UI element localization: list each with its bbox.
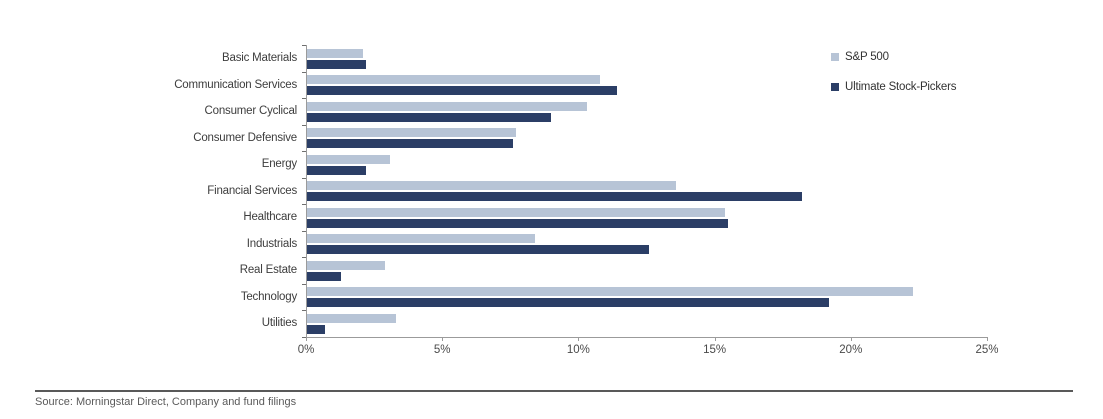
category-label: Consumer Cyclical (204, 105, 298, 118)
bar (306, 234, 535, 244)
bar (306, 245, 650, 255)
category-label: Energy (261, 158, 297, 171)
bar (306, 271, 342, 281)
y-axis-tick (302, 151, 306, 152)
bar (306, 181, 677, 191)
bar (306, 101, 587, 111)
x-axis-tick (850, 337, 852, 341)
y-axis-tick (302, 257, 306, 258)
chart-row: Communication Services (0, 72, 987, 99)
row-plot (306, 98, 987, 125)
legend-item-sp500: S&P 500 (831, 50, 956, 64)
row-plot (306, 231, 987, 258)
chart-row: Real Estate (0, 257, 987, 284)
bar (306, 260, 385, 270)
bar (306, 128, 516, 138)
chart-row: Energy (0, 151, 987, 178)
chart-row: Consumer Defensive (0, 125, 987, 152)
category-label: Basic Materials (222, 52, 297, 64)
row-plot (306, 310, 987, 337)
bar (306, 112, 552, 122)
y-axis-tick (302, 45, 306, 46)
chart-row: Industrials (0, 231, 987, 258)
legend-item-ultimate-stock-pickers: Ultimate Stock-Pickers (831, 80, 956, 94)
x-axis-tick (714, 337, 716, 341)
chart-plot-rows: Basic Materials Communication Services Con… (0, 45, 987, 337)
x-axis-tick (578, 337, 580, 341)
y-axis-tick (302, 178, 306, 179)
bar (306, 207, 726, 217)
category-label: Consumer Defensive (193, 131, 297, 144)
x-axis-tick-label: 15% (703, 344, 727, 356)
y-axis-line (306, 45, 307, 337)
x-axis-tick-label: 10% (566, 344, 590, 356)
row-plot (306, 45, 987, 72)
bar (306, 59, 366, 69)
category-label: Utilities (261, 317, 297, 330)
x-axis-tick-label: 5% (433, 344, 451, 356)
chart-row: Healthcare (0, 204, 987, 231)
bar (306, 139, 514, 149)
bar (306, 324, 326, 334)
bar (306, 154, 391, 164)
category-label: Communication Services (174, 78, 297, 91)
y-axis-tick (302, 72, 306, 73)
legend-label-ultimate-stock-pickers: Ultimate Stock-Pickers (845, 81, 957, 93)
y-axis-tick (302, 310, 306, 311)
bar (306, 298, 829, 308)
row-plot (306, 178, 987, 205)
category-label: Healthcare (243, 211, 297, 224)
row-plot (306, 257, 987, 284)
bar (306, 86, 617, 96)
row-plot (306, 72, 987, 99)
x-axis-tick-label: 0% (297, 344, 315, 356)
source-attribution: Source: Morningstar Direct, Company and … (35, 396, 297, 408)
x-axis-tick (442, 337, 444, 341)
bar (306, 192, 802, 202)
category-label: Real Estate (239, 264, 297, 277)
bar (306, 313, 396, 323)
category-label: Technology (240, 290, 297, 303)
x-axis-tick (987, 337, 988, 341)
chart-row: Utilities (0, 310, 987, 337)
category-label: Industrials (246, 237, 297, 250)
x-axis-line (306, 337, 988, 338)
y-axis-tick (302, 284, 306, 285)
y-axis-tick (302, 231, 306, 232)
footer-divider (35, 390, 1073, 392)
bar (306, 165, 366, 175)
chart-row: Basic Materials (0, 45, 987, 72)
bar (306, 218, 729, 228)
bar (306, 48, 364, 58)
legend: S&P 500 Ultimate Stock-Pickers (831, 50, 956, 110)
chart-row: Consumer Cyclical (0, 98, 987, 125)
sp500-swatch-icon (831, 53, 839, 61)
row-plot (306, 204, 987, 231)
x-axis-tick-label: 25% (975, 344, 999, 356)
category-label: Financial Services (207, 184, 297, 197)
y-axis-tick (302, 125, 306, 126)
x-axis-tick (306, 337, 307, 341)
row-plot (306, 125, 987, 152)
x-axis-tick-label: 20% (839, 344, 863, 356)
legend-label-sp500: S&P 500 (845, 51, 889, 63)
y-axis-tick (302, 337, 306, 338)
chart-row: Technology (0, 284, 987, 311)
bar (306, 287, 914, 297)
bar (306, 75, 601, 85)
chart-row: Financial Services (0, 178, 987, 205)
y-axis-tick (302, 98, 306, 99)
row-plot (306, 284, 987, 311)
row-plot (306, 151, 987, 178)
y-axis-tick (302, 204, 306, 205)
ultimate-stock-pickers-swatch-icon (831, 83, 839, 91)
